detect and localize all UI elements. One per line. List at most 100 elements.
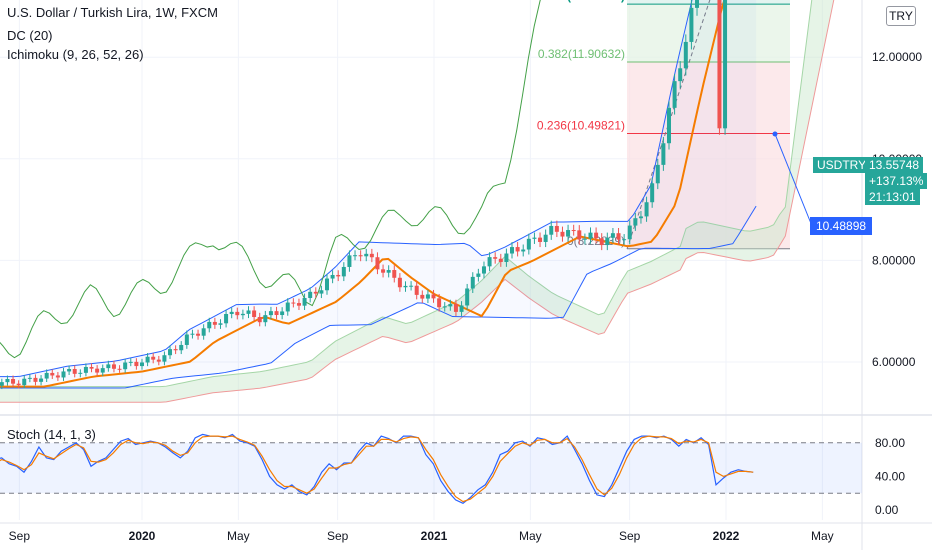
candle-body-44 — [224, 313, 229, 324]
stoch-tick-0: 0.00 — [875, 503, 899, 517]
candle-body-85 — [453, 304, 458, 312]
candle-body-12 — [44, 372, 49, 379]
candle-body-73 — [386, 270, 391, 273]
candle-body-29 — [139, 362, 144, 367]
candle-body-15 — [61, 371, 66, 378]
ichimoku-legend[interactable]: Ichimoku (9, 26, 52, 26) — [7, 47, 144, 62]
candle-body-92 — [493, 257, 498, 259]
candle-body-79 — [420, 294, 425, 299]
candle-body-101 — [543, 234, 548, 242]
candle-body-38 — [190, 333, 195, 335]
candle-body-17 — [72, 369, 77, 374]
dc-upper — [0, 0, 693, 378]
candle-body-123 — [666, 107, 671, 144]
candle-body-56 — [291, 302, 296, 304]
candle-body-50 — [257, 317, 262, 323]
candle-body-118 — [638, 216, 643, 219]
dc-legend[interactable]: DC (20) — [7, 28, 53, 43]
candle-body-89 — [476, 273, 481, 277]
candle-body-88 — [470, 276, 475, 289]
candle-body-41 — [207, 321, 212, 329]
candle-body-69 — [364, 253, 369, 257]
fib-label-5: 0.236(10.49821) — [537, 118, 625, 132]
chikou-line — [0, 0, 541, 359]
candle-body-126 — [683, 41, 688, 69]
candle-body-5 — [5, 378, 10, 383]
candle-body-102 — [549, 225, 554, 235]
candle-body-110 — [594, 232, 599, 239]
candle-body-8 — [22, 378, 27, 386]
candle-body-19 — [83, 366, 88, 373]
candle-body-47 — [240, 313, 245, 316]
price-tick-1: 8.00000 — [872, 253, 916, 267]
candle-body-62 — [324, 278, 329, 291]
countdown-tag: 21:13:01 — [865, 189, 920, 205]
candle-body-106 — [571, 230, 576, 232]
candle-body-58 — [302, 297, 307, 306]
stoch-legend[interactable]: Stoch (14, 1, 3) — [7, 427, 96, 442]
symbol-tag: USDTRY — [813, 157, 871, 173]
candle-body-112 — [605, 237, 610, 246]
candle-body-28 — [134, 361, 139, 367]
time-tick-2: May — [227, 529, 250, 543]
marker-price-tag[interactable]: 10.48898 — [810, 217, 873, 235]
candlesticks[interactable] — [0, 0, 862, 390]
candle-body-97 — [521, 249, 526, 252]
fib-label-3: 0.5(13.04439) — [550, 0, 625, 3]
candle-body-43 — [218, 323, 223, 325]
candle-body-31 — [151, 356, 156, 360]
time-tick-1: 2020 — [129, 529, 156, 543]
candle-body-18 — [78, 372, 83, 374]
candle-body-127 — [689, 7, 694, 42]
time-tick-8: May — [811, 529, 834, 543]
candle-body-108 — [582, 238, 587, 240]
fib-zone-4 — [627, 61, 790, 134]
candle-body-20 — [89, 366, 94, 369]
candle-body-24 — [111, 364, 116, 369]
candle-body-27 — [128, 361, 133, 363]
candle-body-54 — [280, 311, 285, 316]
fib-trend-line — [626, 0, 711, 249]
candle-body-23 — [106, 364, 111, 369]
candle-body-33 — [162, 355, 167, 362]
candle-body-107 — [577, 230, 582, 240]
candle-body-48 — [246, 310, 251, 314]
candle-body-57 — [296, 303, 301, 306]
candle-body-72 — [381, 269, 386, 273]
fib-zone-2 — [627, 0, 790, 5]
candle-body-36 — [179, 344, 184, 351]
marker-leader — [774, 133, 813, 227]
candle-body-125 — [678, 68, 683, 82]
candle-body-100 — [538, 237, 543, 242]
candle-body-103 — [554, 225, 559, 232]
candle-body-40 — [201, 328, 206, 336]
candle-body-42 — [212, 321, 217, 325]
candle-body-98 — [526, 238, 531, 250]
dc-fill — [0, 0, 756, 388]
candle-body-109 — [588, 232, 593, 239]
candle-body-70 — [369, 253, 374, 258]
candle-body-22 — [100, 368, 105, 373]
candle-body-105 — [566, 230, 571, 237]
candle-body-26 — [123, 362, 128, 370]
fib-zone-3 — [627, 4, 790, 62]
candle-body-64 — [336, 274, 341, 277]
candle-body-117 — [633, 218, 638, 226]
candle-body-74 — [392, 270, 397, 278]
candle-body-128 — [695, 0, 700, 8]
candle-body-46 — [235, 311, 240, 316]
candle-body-71 — [375, 257, 380, 270]
time-axis[interactable]: Sep 2020 May Sep 2021 May Sep 2022 May — [9, 529, 834, 543]
price-axis[interactable]: 6.000008.0000010.0000012.0000014.0000016… — [872, 0, 922, 517]
candle-body-83 — [442, 306, 447, 308]
candle-body-21 — [95, 368, 100, 373]
currency-button[interactable]: TRY — [886, 6, 916, 26]
candle-body-55 — [285, 302, 290, 312]
candle-body-61 — [319, 290, 324, 294]
candle-body-30 — [145, 356, 150, 363]
stoch-line-1 — [0, 435, 754, 503]
candle-body-104 — [560, 231, 565, 237]
senkou-b — [0, 0, 835, 403]
